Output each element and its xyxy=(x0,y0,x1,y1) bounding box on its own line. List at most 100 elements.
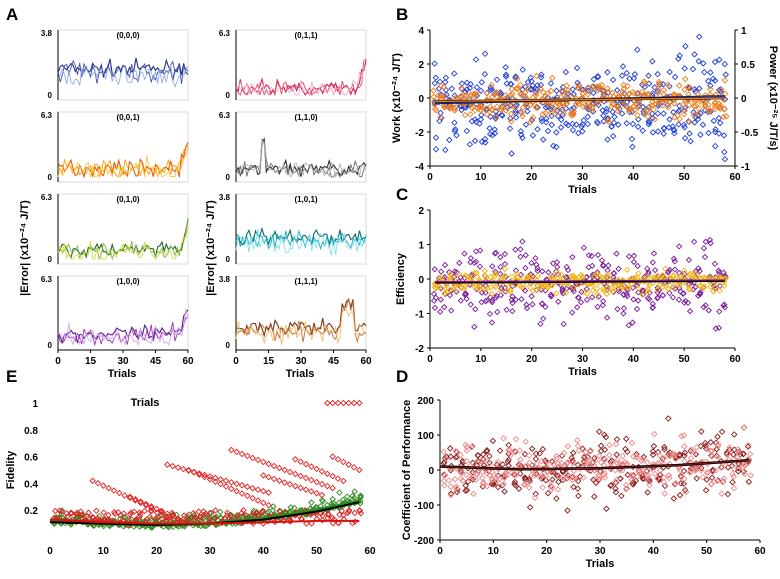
data-point xyxy=(645,72,652,79)
data-point xyxy=(589,294,596,301)
data-point xyxy=(558,464,565,471)
data-point xyxy=(524,78,532,86)
x-tick-label: 60 xyxy=(182,356,194,367)
data-point xyxy=(431,80,439,87)
data-point xyxy=(651,430,658,438)
data-point xyxy=(488,480,496,488)
data-point xyxy=(574,79,581,86)
data-point xyxy=(664,285,672,292)
data-point xyxy=(441,303,448,311)
data-point xyxy=(486,471,493,479)
data-point xyxy=(644,489,651,496)
data-point xyxy=(628,439,636,447)
data-point xyxy=(452,447,459,455)
data-point xyxy=(539,89,547,96)
data-point xyxy=(432,145,440,153)
data-point xyxy=(600,262,607,270)
x-tick-label: 40 xyxy=(628,172,640,183)
data-point xyxy=(533,72,540,80)
data-point xyxy=(539,268,546,275)
data-point xyxy=(609,76,617,84)
data-point xyxy=(356,507,363,514)
data-point xyxy=(526,504,534,511)
data-point xyxy=(575,82,582,89)
data-point xyxy=(604,136,611,143)
data-point xyxy=(676,282,683,289)
data-point xyxy=(630,252,638,260)
data-point xyxy=(702,487,710,494)
data-point xyxy=(671,73,679,81)
data-point xyxy=(436,117,443,125)
data-point xyxy=(702,442,710,449)
subplot-101: (1,0,1) 3.8 0 xyxy=(219,193,367,265)
data-point xyxy=(505,441,512,449)
data-point xyxy=(503,80,511,87)
data-point xyxy=(682,42,689,50)
x-tick-label: 0 xyxy=(437,546,443,557)
x-tick-label: 20 xyxy=(151,546,163,557)
data-point xyxy=(654,286,661,294)
data-point xyxy=(308,488,315,495)
data-point xyxy=(325,511,332,519)
data-point xyxy=(676,243,683,250)
data-point xyxy=(446,445,454,452)
y-tick-label: 0 xyxy=(428,466,434,477)
data-point xyxy=(440,102,448,109)
data-point xyxy=(517,456,524,463)
data-point xyxy=(553,269,560,276)
data-point xyxy=(617,475,624,482)
data-point xyxy=(542,109,549,117)
data-point xyxy=(440,83,448,91)
data-point xyxy=(523,305,531,312)
data-point xyxy=(644,285,652,293)
data-point xyxy=(575,492,582,500)
data-point xyxy=(603,505,610,512)
data-point xyxy=(660,280,667,288)
data-point xyxy=(705,107,713,115)
data-point xyxy=(570,91,577,98)
data-point xyxy=(734,453,741,461)
data-point xyxy=(453,132,460,139)
data-point xyxy=(558,271,565,278)
data-point xyxy=(711,105,719,113)
data-point xyxy=(212,514,219,521)
data-point xyxy=(625,105,633,113)
data-point xyxy=(669,284,676,291)
data-point xyxy=(471,323,478,330)
data-point xyxy=(660,130,667,137)
data-point xyxy=(126,493,134,501)
x-tick-label: 0 xyxy=(427,354,433,365)
panel-letter-d: D xyxy=(396,367,408,386)
data-point xyxy=(560,320,567,328)
data-point xyxy=(508,150,515,157)
data-point xyxy=(622,481,630,489)
data-point xyxy=(470,490,477,498)
data-point xyxy=(724,490,732,498)
data-point xyxy=(509,308,516,315)
data-point xyxy=(686,469,694,476)
data-point xyxy=(686,85,694,92)
data-point xyxy=(722,71,729,78)
data-point xyxy=(487,86,494,94)
data-point xyxy=(472,248,480,255)
y-tick-label: -4 xyxy=(415,162,424,173)
y2-tick-label: -1 xyxy=(741,162,750,173)
data-point xyxy=(701,106,709,114)
data-point xyxy=(591,467,598,474)
data-point xyxy=(588,252,595,260)
data-point xyxy=(478,457,485,465)
data-point xyxy=(340,477,347,485)
subplot-title: (0,0,1) xyxy=(116,113,139,122)
subplot-frame xyxy=(235,193,367,265)
data-point xyxy=(488,290,495,298)
data-point xyxy=(440,448,447,456)
data-point xyxy=(675,121,682,128)
data-point xyxy=(623,291,630,298)
data-point xyxy=(336,511,343,518)
data-point xyxy=(431,105,439,112)
data-point xyxy=(521,287,529,294)
data-point xyxy=(240,507,247,514)
data-point xyxy=(496,447,504,454)
data-point xyxy=(554,486,562,493)
data-point xyxy=(690,103,698,110)
